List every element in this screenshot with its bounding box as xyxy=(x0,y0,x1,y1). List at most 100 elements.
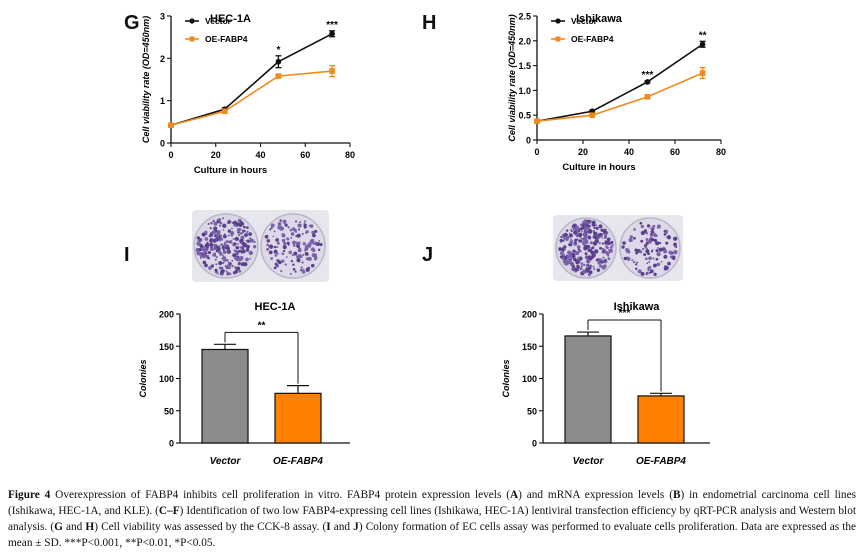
colony-dot xyxy=(658,241,662,245)
panel-letter-g: G xyxy=(124,12,140,34)
y-tick-label: 0 xyxy=(160,139,165,149)
colony-dot xyxy=(304,220,307,223)
colony-dot xyxy=(299,221,301,224)
colony-dot xyxy=(282,219,287,224)
category-label: OE-FABP4 xyxy=(273,456,323,467)
colony-dot xyxy=(291,254,294,257)
data-point xyxy=(644,94,651,100)
colony-dot xyxy=(292,240,296,245)
colony-dot xyxy=(558,247,562,251)
colony-dot xyxy=(648,256,652,261)
colony-dot xyxy=(586,261,589,264)
colony-dot xyxy=(569,235,572,237)
colony-dish-photo-ishikawa xyxy=(553,215,683,281)
colony-dot xyxy=(644,246,648,249)
x-tick-label: 40 xyxy=(255,150,265,160)
colony-dot xyxy=(218,261,223,266)
colony-dot xyxy=(199,256,202,259)
colony-dot xyxy=(276,241,280,245)
colony-dot xyxy=(604,250,608,254)
colony-dot xyxy=(246,231,249,234)
colony-dot xyxy=(209,227,212,230)
colony-dot xyxy=(197,240,200,242)
colony-dot xyxy=(621,245,625,249)
panel-letter-i: I xyxy=(124,244,130,266)
x-tick-label: 20 xyxy=(211,150,221,160)
colony-dot xyxy=(310,238,315,243)
colony-dot xyxy=(244,233,248,237)
colony-dot xyxy=(639,221,643,225)
colony-dot xyxy=(270,257,274,260)
colony-dot xyxy=(594,238,599,244)
caption-text-3: ) in endometrial carcinoma cell lines (I… xyxy=(8,489,856,517)
colony-dot xyxy=(314,241,318,245)
colony-dot xyxy=(198,248,202,252)
significance-label: ** xyxy=(258,320,266,331)
colony-dot xyxy=(576,245,581,249)
colony-dot xyxy=(301,261,304,264)
caption-ref-g: G xyxy=(54,521,63,533)
colony-dot xyxy=(645,272,649,276)
category-label: Vector xyxy=(573,456,605,467)
colony-dot xyxy=(604,233,608,237)
legend-marker xyxy=(189,36,195,42)
colony-dot xyxy=(673,245,676,248)
colony-dot xyxy=(291,227,296,231)
colony-dot xyxy=(642,247,645,251)
colony-dot xyxy=(588,270,593,275)
colony-dot xyxy=(241,229,244,232)
colony-dot xyxy=(653,238,658,243)
colony-dot xyxy=(294,230,297,233)
colony-dot xyxy=(564,261,569,266)
colony-dot xyxy=(268,245,271,248)
colony-dot xyxy=(297,223,302,228)
figure-caption: Figure 4 Overexpression of FABP4 inhibit… xyxy=(8,487,856,551)
colony-dot xyxy=(245,239,247,242)
colony-dot xyxy=(631,259,634,262)
caption-text-4: ) Identification of two low FABP4-expres… xyxy=(8,505,856,533)
chart-g: HEC-1A 0 1 2 3 Cell viability rate (OD=450nm)… xyxy=(141,12,355,177)
caption-ref-h: H xyxy=(85,521,95,533)
colony-dot xyxy=(287,226,290,229)
colony-dot xyxy=(221,261,225,265)
data-point xyxy=(275,58,282,65)
colony-dot xyxy=(296,233,301,238)
caption-ref-cf: C–F xyxy=(158,505,180,517)
colony-dot xyxy=(307,256,312,262)
colony-dot xyxy=(284,223,288,227)
colony-dot xyxy=(273,249,278,254)
colony-dot xyxy=(296,258,301,263)
colony-dot xyxy=(246,239,250,243)
colony-dot xyxy=(650,227,652,230)
colony-dot xyxy=(592,231,597,235)
colony-dot xyxy=(658,247,663,252)
colony-dot xyxy=(208,266,212,270)
colony-dot xyxy=(283,241,287,246)
colony-dot xyxy=(314,229,318,233)
colony-dot xyxy=(203,246,206,249)
colony-dot xyxy=(572,256,574,258)
legend-marker xyxy=(555,36,561,42)
colony-dot xyxy=(214,258,217,261)
colony-dot xyxy=(270,227,273,230)
colony-dot xyxy=(292,244,296,247)
colony-dot xyxy=(281,252,285,256)
colony-dot xyxy=(568,232,571,235)
colony-dot xyxy=(201,247,205,251)
colony-dot xyxy=(629,235,633,239)
y-axis-label: Colonies xyxy=(138,359,148,397)
data-point xyxy=(699,41,706,48)
colony-dot xyxy=(569,263,573,266)
colony-dot xyxy=(655,249,659,253)
colony-dot xyxy=(605,246,609,250)
colony-dot xyxy=(607,257,611,261)
colony-dot xyxy=(196,241,201,246)
colony-dot xyxy=(241,250,244,253)
colony-dot xyxy=(202,254,206,259)
colony-dot xyxy=(217,273,219,275)
colony-dot xyxy=(563,237,566,240)
colony-dot xyxy=(197,251,201,255)
y-tick-label: 0.5 xyxy=(518,111,531,121)
colony-dot xyxy=(590,254,595,259)
colony-dot xyxy=(673,236,678,241)
